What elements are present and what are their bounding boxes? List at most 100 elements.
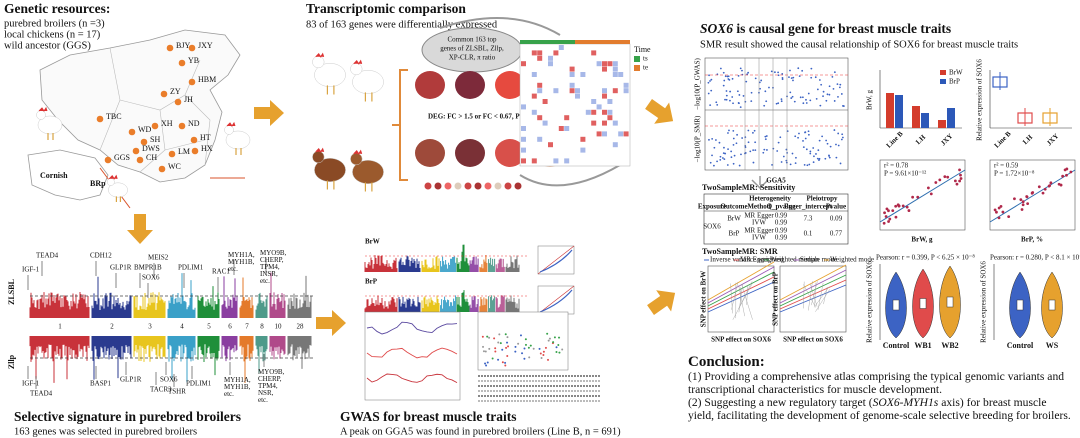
snp-dot [723, 158, 726, 160]
arrow [645, 99, 674, 124]
heatmap-cell [521, 147, 526, 153]
ld-frame [477, 311, 569, 371]
conclusion: Conclusion: (1) Providing a comprehensiv… [688, 355, 1072, 423]
snp-dot [838, 86, 841, 89]
snp-dot [775, 102, 778, 105]
ld-point [493, 337, 496, 340]
mr-line [779, 279, 847, 310]
point [997, 216, 1001, 220]
ld-point [498, 333, 501, 336]
bar [912, 106, 920, 128]
label: 6 [228, 323, 232, 331]
point [929, 192, 933, 196]
heatmap-cell [612, 142, 618, 148]
gene-word: MYO9B, [260, 249, 287, 257]
ld-point [501, 361, 504, 364]
label: TACR3 [150, 386, 172, 394]
location-dot [188, 78, 196, 86]
point [891, 209, 895, 213]
heatmap-cell [531, 158, 537, 164]
snp-dot [809, 152, 812, 155]
heatmap-cell [521, 104, 526, 110]
snp-dot [818, 157, 821, 160]
label: GGA5 [766, 177, 786, 185]
section-subtitle: SMR result showed the causal relationshi… [700, 39, 1018, 50]
heatmap-cell [607, 115, 613, 121]
snp-dot [729, 90, 732, 93]
snp-dot [781, 76, 784, 79]
snp-dot [752, 149, 755, 152]
ld-point [553, 336, 556, 339]
legend-swatch [634, 65, 640, 71]
label: 7 [245, 323, 249, 331]
snp-dot [841, 133, 844, 136]
heatmap-cell [553, 88, 559, 94]
snp-dot [831, 75, 834, 78]
snp-dot [804, 137, 807, 140]
snp-dot [736, 133, 738, 136]
snp-dot [728, 78, 731, 81]
label: XH [161, 119, 173, 128]
point [911, 195, 915, 199]
heatmap-cell [591, 99, 597, 104]
point [1030, 191, 1034, 195]
tissue-icon [504, 182, 512, 190]
heatmap-cell [553, 50, 559, 56]
snp-dot [832, 87, 835, 90]
point [926, 186, 930, 190]
chicken-body [314, 63, 346, 87]
label: SOX6 [160, 376, 178, 384]
snp-dot [707, 92, 710, 95]
label: GLP1R [110, 264, 132, 272]
heatmap-cell [602, 61, 607, 67]
point [958, 179, 962, 183]
snp-dot [722, 71, 725, 74]
snp-dot [718, 141, 721, 144]
snp-dot [750, 91, 753, 94]
ld-point [519, 334, 522, 337]
flow-arrow [439, 17, 561, 36]
label: 0.1 [804, 230, 813, 238]
snp-dot [764, 90, 767, 93]
label: Pearson: r = 0.280, P < 8.1 × 10⁻⁵ [990, 254, 1080, 262]
snp-dot [837, 95, 839, 98]
snp-dot [777, 74, 780, 77]
snp-dot [802, 146, 805, 148]
snp-dot [829, 145, 832, 148]
snp-dot [818, 79, 821, 81]
snp-dot [803, 163, 806, 166]
snp-dot [737, 74, 740, 77]
snp-dot [789, 91, 792, 94]
label: BrP, % [1021, 236, 1043, 244]
ld-point [552, 341, 555, 344]
snp-dot [754, 141, 757, 144]
point [1019, 198, 1023, 202]
snp-dot [825, 99, 828, 102]
point [946, 175, 950, 179]
qq-line [537, 245, 575, 275]
ld-point [558, 336, 561, 339]
mr-line [707, 276, 775, 310]
label: MR Egger [744, 212, 774, 220]
label: Weighted mode [830, 256, 874, 264]
location-dot [96, 115, 104, 123]
snp-dot [764, 135, 767, 138]
label: MYH1A, MYH1B, etc. [228, 251, 255, 273]
label: WC [168, 162, 181, 171]
label: Control [1007, 341, 1034, 350]
violin-box [946, 296, 954, 308]
snp-dot [836, 83, 839, 86]
snp-dot [733, 154, 736, 157]
snp-dot [828, 85, 831, 88]
ld-point [523, 357, 526, 360]
label: r² = 0.78 [884, 162, 909, 170]
snp-dot [723, 79, 726, 82]
gene-word: etc. [258, 396, 268, 404]
location-dot [151, 122, 159, 130]
point [1069, 170, 1073, 174]
ld-point [499, 342, 502, 345]
snp-dot [713, 146, 716, 149]
snp-dot [790, 77, 793, 80]
location-dot [140, 138, 148, 146]
snp-dot [711, 137, 714, 140]
